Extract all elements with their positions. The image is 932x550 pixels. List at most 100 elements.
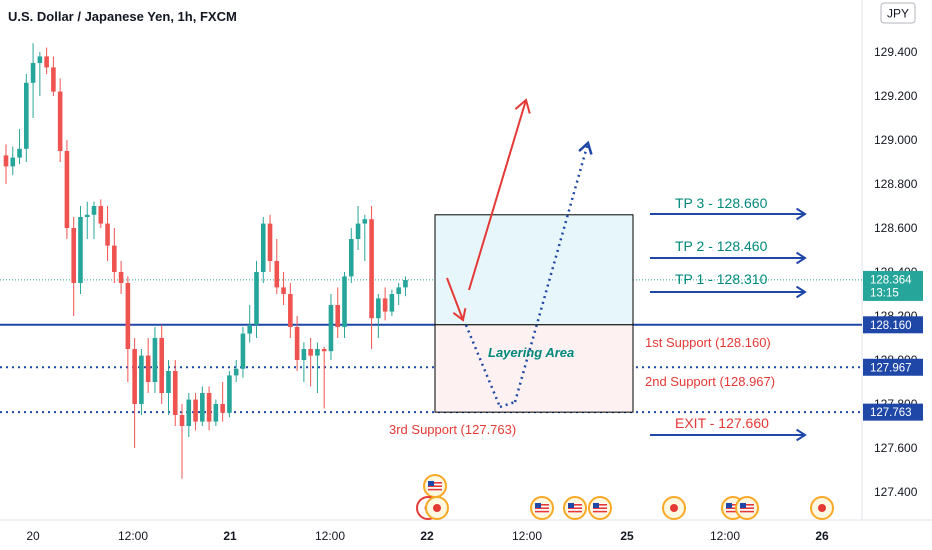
candle-body: [71, 228, 76, 283]
currency-badge[interactable]: JPY: [880, 2, 916, 24]
event-dot-center: [433, 504, 441, 512]
candle-body: [30, 63, 36, 83]
candle-body: [3, 155, 9, 167]
candle-body: [112, 245, 117, 272]
candle-body: [37, 56, 43, 63]
blue-dotted-bottom: [499, 400, 516, 409]
y-tick-label: 129.000: [874, 133, 918, 147]
candle-body: [267, 223, 273, 261]
candle-body: [10, 157, 16, 167]
candle-body: [186, 399, 192, 426]
tp2-arrow-head: [796, 251, 807, 265]
support3-label: 3rd Support (127.763): [389, 422, 516, 437]
flag-stripe: [726, 507, 740, 509]
candle-body: [348, 239, 354, 277]
candle-body: [200, 393, 205, 422]
red-arrow-up-head: [514, 98, 531, 114]
price-tag-label: 128.364: [870, 274, 912, 286]
y-tick-label: 129.200: [874, 89, 918, 103]
exit-arrow-head: [796, 428, 807, 442]
x-tick-label: 22: [420, 529, 434, 543]
candle-body: [125, 283, 131, 349]
candle-body: [281, 287, 286, 294]
flag-stripe: [428, 485, 442, 487]
flag-stripe: [593, 504, 607, 506]
drawings: [446, 98, 807, 442]
x-tick-label: 26: [815, 529, 829, 543]
price-tag-label: 127.967: [870, 362, 912, 374]
flag-stripe: [535, 507, 549, 509]
candle-body: [227, 375, 232, 413]
candle-body: [396, 287, 401, 294]
candle-body: [172, 371, 178, 415]
candle-body: [301, 349, 307, 360]
candle-body: [24, 82, 29, 149]
candle-body: [17, 148, 22, 158]
red-arrow-down: [446, 277, 464, 321]
price-tag: [863, 316, 923, 334]
flag-stripe: [428, 482, 442, 484]
candle-body: [308, 349, 313, 356]
candle-body: [166, 371, 171, 393]
flag-stripe: [568, 510, 582, 513]
y-tick-label: 128.600: [874, 221, 918, 235]
price-tag-countdown: 13:15: [870, 287, 899, 299]
tp1-label: TP 1 - 128.310: [675, 271, 768, 287]
event-icons: [416, 474, 834, 520]
chart-title: U.S. Dollar / Japanese Yen, 1h, FXCM: [8, 9, 237, 24]
flag-stripe: [568, 507, 582, 509]
level-lines: [0, 279, 862, 414]
price-tag-label: 127.763: [870, 407, 912, 419]
y-tick-label: 127.400: [874, 485, 918, 499]
blue-dotted-head: [578, 140, 593, 155]
candle-body: [315, 349, 320, 356]
x-tick-label: 12:00: [315, 529, 345, 543]
candle-body: [118, 272, 124, 283]
candle-body: [335, 305, 341, 327]
layering-zone: [434, 324, 634, 413]
candle-body: [247, 324, 253, 334]
flag-canton: [428, 481, 434, 486]
candle-body: [389, 294, 395, 312]
tp3-arrow-head: [796, 207, 807, 221]
candle-body: [260, 223, 266, 272]
candle-body: [220, 404, 225, 413]
x-tick-label: 20: [26, 529, 40, 543]
price-tag: [863, 270, 923, 301]
flag-canton: [740, 503, 746, 508]
candle-body: [193, 399, 198, 422]
candle-body: [105, 223, 110, 246]
x-tick-label: 25: [620, 529, 634, 543]
flag-stripe: [428, 488, 442, 491]
y-tick-label: 127.600: [874, 441, 918, 455]
candle-body: [274, 261, 280, 288]
candle-body: [369, 219, 374, 319]
candle-body: [179, 415, 185, 426]
x-tick-label: 21: [223, 529, 237, 543]
tp2-label: TP 2 - 128.460: [675, 238, 768, 254]
candle-body: [240, 333, 246, 369]
candle-body: [233, 368, 239, 376]
candle-body: [91, 206, 97, 215]
candle-body: [64, 151, 70, 228]
candle-body: [403, 279, 408, 288]
flag-canton: [726, 503, 732, 508]
flag-stripe: [740, 504, 754, 506]
candle-body: [382, 298, 388, 312]
event-dot-center: [818, 504, 826, 512]
layering-area-label: Layering Area: [488, 345, 574, 360]
y-tick-label: 129.400: [874, 45, 918, 59]
candle-body: [321, 349, 327, 352]
flag-stripe: [593, 510, 607, 513]
flag-canton: [593, 503, 599, 508]
candle-body: [98, 206, 104, 224]
candle-body: [139, 355, 144, 404]
candle-body: [206, 393, 212, 422]
candle-body: [132, 349, 137, 404]
candle-body: [328, 305, 334, 352]
flag-canton: [535, 503, 541, 508]
candle-body: [254, 272, 259, 325]
price-tag-label: 128.160: [870, 320, 912, 332]
support1-label: 1st Support (128.160): [645, 335, 771, 350]
